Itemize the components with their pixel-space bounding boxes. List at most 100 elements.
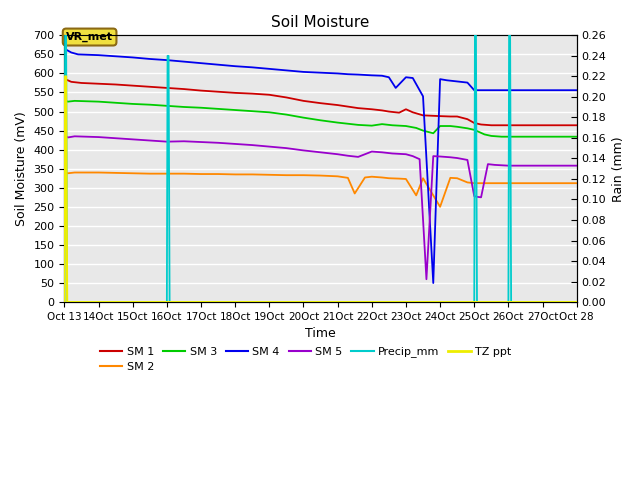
SM 3 [470, 127, 478, 132]
SM 2 [283, 172, 291, 178]
SM 1 [402, 107, 410, 112]
SM 2 [522, 180, 529, 186]
SM 3 [419, 128, 427, 133]
SM 4 [129, 55, 136, 60]
SM 1 [283, 95, 291, 100]
TZ ppt [63, 299, 71, 305]
SM 5 [334, 151, 342, 157]
SM 5 [64, 134, 72, 140]
SM 5 [539, 163, 547, 168]
SM 4 [463, 80, 471, 85]
SM 1 [539, 122, 547, 128]
SM 3 [378, 121, 386, 127]
SM 3 [453, 124, 461, 130]
SM 2 [64, 170, 72, 176]
SM 5 [447, 155, 454, 160]
Precip_mm [197, 299, 205, 305]
Line: Precip_mm: Precip_mm [65, 36, 577, 302]
SM 3 [447, 123, 454, 129]
TZ ppt [95, 299, 102, 305]
SM 4 [64, 48, 72, 53]
SM 4 [488, 87, 495, 93]
SM 5 [522, 163, 529, 168]
SM 1 [64, 77, 72, 83]
SM 3 [71, 98, 79, 104]
SM 5 [470, 193, 478, 199]
Line: SM 2: SM 2 [65, 172, 577, 207]
SM 4 [334, 71, 342, 76]
SM 5 [429, 153, 437, 159]
Precip_mm [506, 33, 514, 38]
Precip_mm [163, 299, 171, 305]
SM 2 [488, 180, 495, 186]
SM 3 [463, 125, 471, 131]
SM 3 [231, 107, 239, 113]
SM 4 [573, 87, 580, 93]
SM 1 [522, 122, 529, 128]
SM 4 [450, 78, 458, 84]
SM 1 [368, 107, 376, 112]
SM 2 [129, 170, 136, 176]
SM 2 [453, 175, 461, 181]
SM 4 [419, 94, 427, 99]
SM 4 [556, 87, 563, 93]
SM 2 [361, 175, 369, 180]
SM 5 [573, 163, 580, 168]
Y-axis label: Rain (mm): Rain (mm) [612, 136, 625, 202]
SM 1 [396, 110, 403, 116]
SM 3 [334, 120, 342, 125]
SM 3 [539, 134, 547, 140]
SM 3 [488, 133, 495, 139]
SM 4 [95, 52, 102, 58]
SM 4 [180, 59, 188, 64]
Precip_mm [61, 33, 69, 38]
SM 2 [197, 171, 205, 177]
SM 1 [385, 108, 393, 114]
SM 5 [317, 149, 324, 155]
SM 2 [402, 176, 410, 182]
SM 3 [300, 115, 307, 120]
SM 1 [214, 89, 222, 95]
SM 2 [317, 173, 324, 179]
SM 2 [146, 171, 154, 177]
SM 3 [481, 132, 488, 137]
SM 1 [355, 105, 362, 111]
SM 2 [504, 180, 512, 186]
SM 3 [573, 134, 580, 140]
SM 1 [248, 91, 256, 96]
SM 3 [498, 134, 506, 140]
SM 1 [504, 122, 512, 128]
SM 3 [436, 123, 444, 129]
X-axis label: Time: Time [305, 327, 336, 340]
SM 4 [378, 73, 386, 79]
SM 2 [112, 170, 120, 176]
SM 2 [266, 172, 273, 178]
SM 4 [504, 87, 512, 93]
Line: SM 5: SM 5 [65, 135, 577, 279]
SM 1 [95, 81, 102, 86]
Precip_mm [504, 299, 512, 305]
SM 4 [409, 75, 417, 81]
Line: SM 1: SM 1 [65, 79, 577, 125]
SM 2 [180, 171, 188, 177]
SM 5 [283, 145, 291, 151]
Precip_mm [473, 299, 481, 305]
SM 1 [474, 121, 481, 127]
SM 2 [463, 180, 471, 185]
SM 5 [484, 161, 492, 167]
SM 4 [231, 63, 239, 69]
SM 1 [180, 86, 188, 92]
SM 3 [504, 134, 512, 140]
SM 5 [463, 157, 471, 163]
Y-axis label: Soil Moisture (mV): Soil Moisture (mV) [15, 111, 28, 226]
SM 3 [146, 102, 154, 108]
SM 2 [396, 176, 403, 181]
SM 4 [266, 66, 273, 72]
SM 1 [378, 108, 386, 113]
SM 3 [248, 108, 256, 114]
SM 2 [344, 175, 352, 181]
SM 3 [317, 118, 324, 123]
SM 4 [443, 77, 451, 83]
SM 5 [378, 149, 386, 155]
SM 1 [409, 109, 417, 115]
